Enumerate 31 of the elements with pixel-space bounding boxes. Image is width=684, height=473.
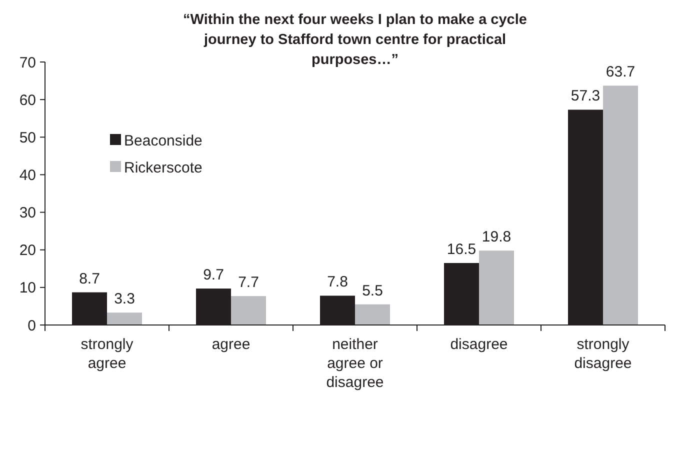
data-label: 8.7 (79, 270, 100, 288)
data-label: 7.7 (238, 274, 259, 292)
data-label: 5.5 (362, 282, 383, 300)
bar (479, 250, 514, 325)
bar (107, 312, 142, 325)
x-tick-label: agree (212, 336, 250, 353)
y-tick-label: 50 (19, 129, 36, 146)
bar (603, 86, 638, 325)
legend-label: Beaconside (124, 132, 202, 150)
y-tick-label: 60 (19, 92, 36, 109)
y-tick-label: 0 (28, 317, 36, 334)
bar (231, 296, 266, 325)
data-label: 57.3 (570, 88, 600, 105)
data-label: 16.5 (446, 241, 476, 258)
x-tick-label: disagree (450, 336, 508, 353)
y-tick-label: 20 (19, 242, 36, 260)
y-tick-label: 10 (19, 280, 36, 297)
bar (355, 304, 390, 325)
legend-label: Rickerscote (124, 159, 202, 176)
x-tick-label: strongly agree (80, 336, 134, 372)
y-tick-label: 70 (19, 54, 36, 72)
x-tick-label: strongly disagree (574, 336, 632, 372)
data-label: 7.8 (327, 274, 348, 291)
chart-title: “Within the next four weeks I plan to make a cycle journey to Stafford town centre for practical purposes…” (183, 12, 527, 68)
data-label: 63.7 (606, 64, 636, 81)
x-tick-label: neither agree or disagree (326, 336, 384, 391)
data-label: 9.7 (203, 266, 224, 284)
y-tick-label: 40 (19, 166, 36, 184)
y-tick-label: 30 (19, 204, 36, 222)
data-label: 19.8 (482, 228, 512, 246)
data-label: 3.3 (114, 290, 135, 308)
